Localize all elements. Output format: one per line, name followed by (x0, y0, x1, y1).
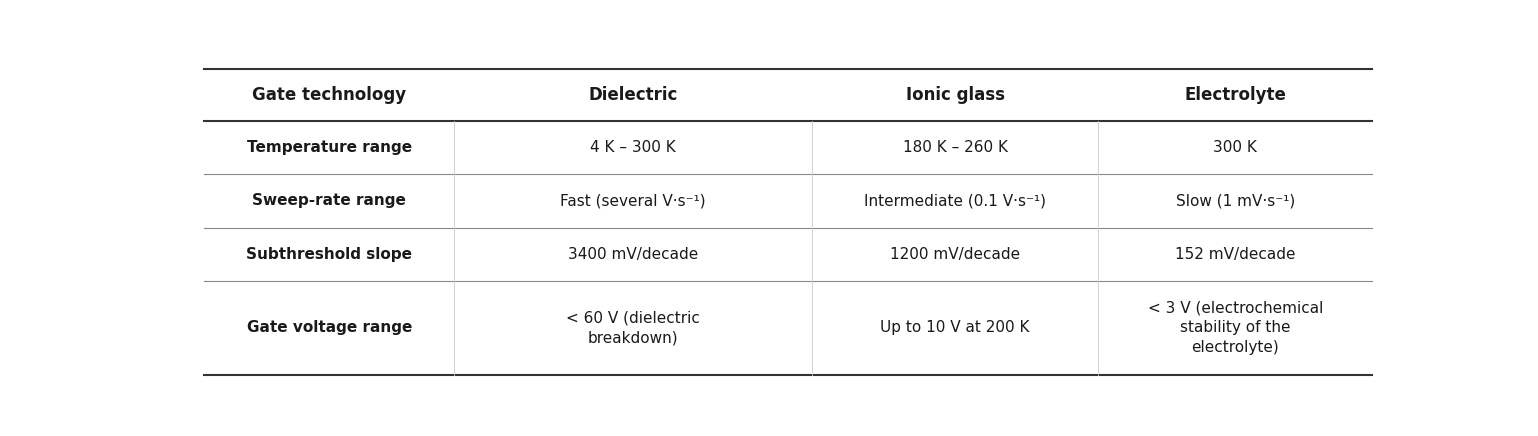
Text: Up to 10 V at 200 K: Up to 10 V at 200 K (880, 320, 1030, 335)
Text: Fast (several V·s⁻¹): Fast (several V·s⁻¹) (560, 194, 706, 208)
Text: 3400 mV/decade: 3400 mV/decade (568, 247, 698, 262)
Text: Intermediate (0.1 V·s⁻¹): Intermediate (0.1 V·s⁻¹) (864, 194, 1046, 208)
Text: < 3 V (electrochemical
stability of the
electrolyte): < 3 V (electrochemical stability of the … (1147, 300, 1323, 355)
Text: 300 K: 300 K (1213, 140, 1257, 155)
Text: 4 K – 300 K: 4 K – 300 K (591, 140, 677, 155)
Text: Dielectric: Dielectric (589, 86, 678, 104)
Text: Gate technology: Gate technology (252, 86, 406, 104)
Text: Ionic glass: Ionic glass (906, 86, 1004, 104)
Text: 152 mV/decade: 152 mV/decade (1175, 247, 1295, 262)
Text: Subthreshold slope: Subthreshold slope (246, 247, 412, 262)
Text: Slow (1 mV·s⁻¹): Slow (1 mV·s⁻¹) (1175, 194, 1295, 208)
Text: Sweep-rate range: Sweep-rate range (252, 194, 406, 208)
Text: Temperature range: Temperature range (246, 140, 412, 155)
Text: 180 K – 260 K: 180 K – 260 K (903, 140, 1007, 155)
Text: Gate voltage range: Gate voltage range (246, 320, 412, 335)
Text: 1200 mV/decade: 1200 mV/decade (891, 247, 1020, 262)
Text: < 60 V (dielectric
breakdown): < 60 V (dielectric breakdown) (566, 310, 700, 345)
Text: Electrolyte: Electrolyte (1184, 86, 1286, 104)
